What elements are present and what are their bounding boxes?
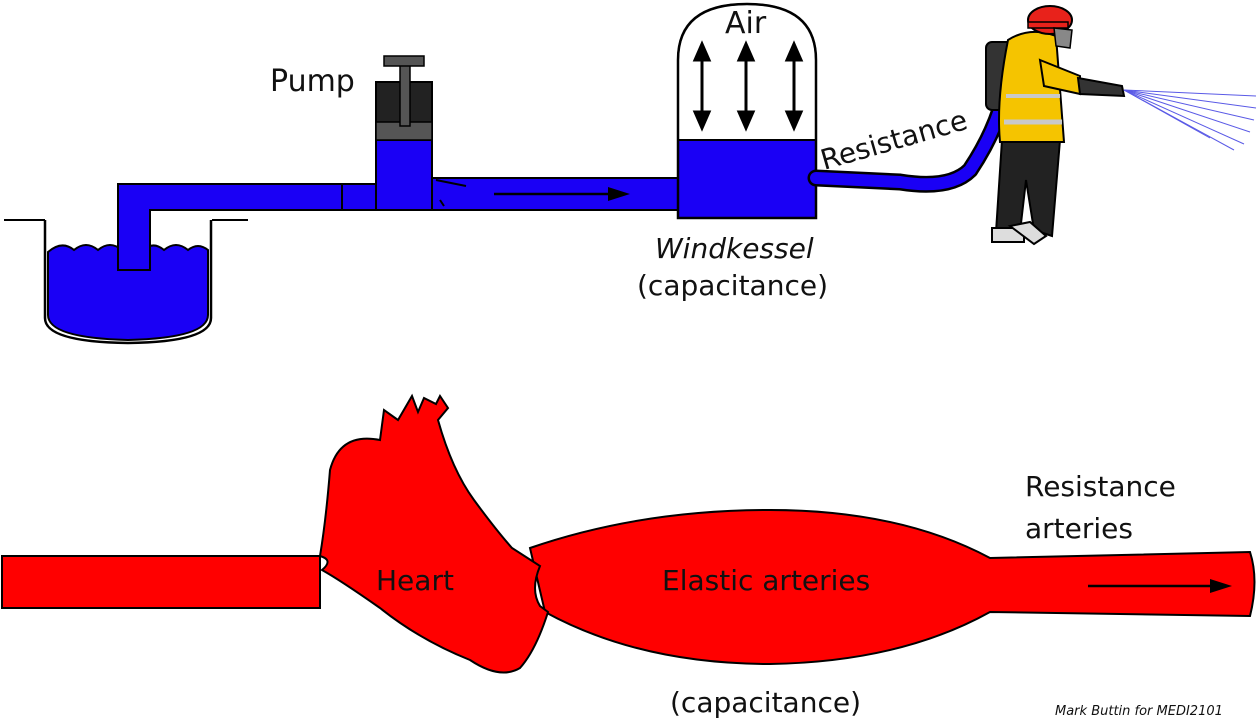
firefighter-icon: [985, 5, 1126, 246]
windkessel-label: Windkessel: [655, 232, 814, 265]
arteries-capacitance-label: (capacitance): [670, 686, 861, 719]
pump-chamber: [375, 137, 433, 211]
venous-inflow: [1, 555, 321, 609]
valve-mark-3: [439, 199, 445, 207]
valve-mark-2: [435, 179, 467, 187]
credit-text: Mark Buttin for MEDI2101: [1055, 704, 1223, 719]
windkessel-capacitance-label: (capacitance): [637, 269, 828, 302]
air-label: Air: [725, 6, 767, 41]
elastic-arteries-label: Elastic arteries: [662, 564, 870, 597]
resistance-arteries-label-line1: Resistance: [1025, 470, 1176, 503]
water-spray: [1123, 89, 1257, 151]
resistance-arteries-label-line2: arteries: [1025, 512, 1133, 545]
hydraulic-model: Pump Air Resistance Windkessel (capacita…: [4, 2, 1257, 345]
elastic-arteries: [528, 508, 1256, 666]
reservoir-tank: [43, 220, 213, 345]
pump-handle: [383, 55, 425, 67]
windkessel-outline: [676, 2, 818, 220]
pump-label: Pump: [270, 64, 355, 99]
air-arrows: [692, 40, 804, 132]
pump-rod: [399, 63, 411, 127]
resistance-label: Resistance: [817, 103, 971, 176]
circulation-model: Heart Elastic arteries Resistance arteri…: [1, 393, 1256, 719]
reservoir-water: [47, 244, 209, 342]
windkessel-water: [677, 139, 817, 219]
heart: [318, 393, 550, 674]
heart-label: Heart: [376, 564, 454, 597]
artery-flow-arrow: [1088, 579, 1232, 593]
flow-arrow: [494, 187, 630, 201]
